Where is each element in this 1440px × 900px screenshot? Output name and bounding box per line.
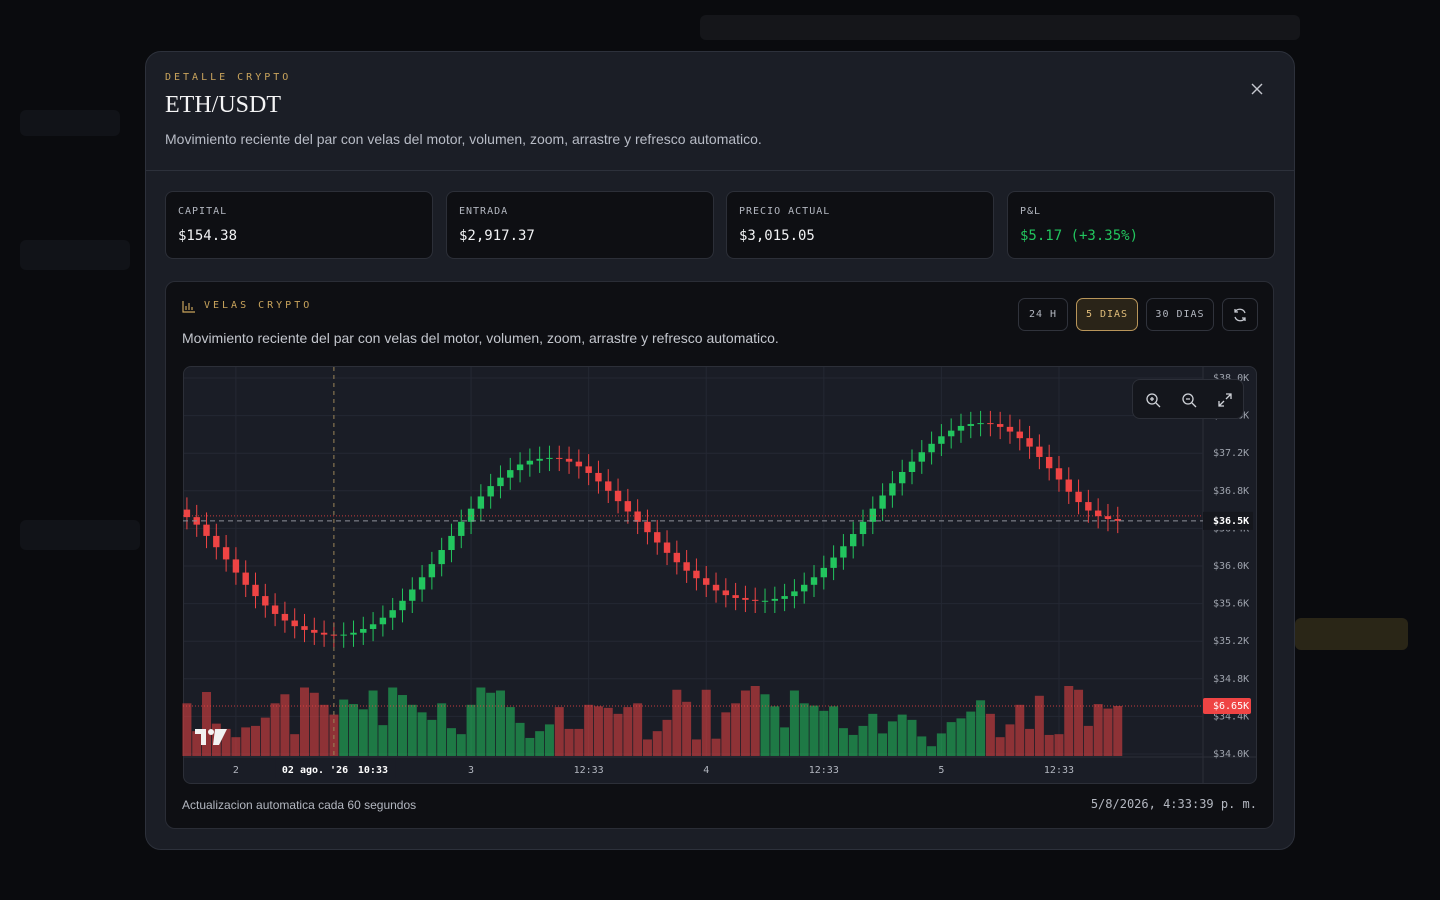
fullscreen[interactable] bbox=[1217, 392, 1233, 408]
range-button[interactable]: 5 DIAS bbox=[1076, 298, 1138, 331]
divider bbox=[145, 170, 1295, 171]
range-button[interactable]: 30 DIAS bbox=[1146, 298, 1214, 331]
zoom-in[interactable] bbox=[1145, 392, 1161, 408]
background-block bbox=[20, 240, 130, 270]
stat-card: PRECIO ACTUAL $3,015.05 bbox=[726, 191, 994, 259]
stat-value: $3,015.05 bbox=[739, 228, 815, 244]
background-block bbox=[1295, 618, 1408, 650]
modal-description: Movimiento reciente del par con velas de… bbox=[165, 131, 762, 147]
footer-note: Actualizacion automatica cada 60 segundo… bbox=[182, 798, 417, 812]
refresh-icon bbox=[1234, 308, 1246, 321]
zoom-controls bbox=[1132, 379, 1244, 419]
stat-label: P&L bbox=[1020, 206, 1042, 217]
stat-card: CAPITAL $154.38 bbox=[165, 191, 433, 259]
panel-title: VELAS CRYPTO bbox=[204, 300, 313, 311]
range-button[interactable]: 24 H bbox=[1018, 298, 1068, 331]
tradingview-logo bbox=[195, 729, 227, 745]
stat-label: CAPITAL bbox=[178, 206, 228, 217]
refresh-button[interactable] bbox=[1222, 298, 1258, 331]
updated-time: 5/8/2026, 4:33:39 p. m. bbox=[1090, 797, 1257, 811]
stat-value: $154.38 bbox=[178, 228, 238, 244]
modal-title: ETH/USDT bbox=[165, 92, 281, 118]
close-button[interactable] bbox=[1250, 82, 1264, 96]
background-block bbox=[20, 110, 120, 136]
stat-label: ENTRADA bbox=[459, 206, 509, 217]
stat-card: ENTRADA $2,917.37 bbox=[446, 191, 714, 259]
stat-card: P&L $5.17 (+3.35%) bbox=[1007, 191, 1275, 259]
chart-container bbox=[183, 366, 1257, 784]
stat-value: $5.17 (+3.35%) bbox=[1020, 228, 1139, 244]
zoom-out[interactable] bbox=[1181, 392, 1197, 408]
stat-label: PRECIO ACTUAL bbox=[739, 206, 831, 217]
background-block bbox=[700, 15, 1300, 40]
panel-description: Movimiento reciente del par con velas de… bbox=[182, 330, 779, 346]
chart-icon bbox=[182, 301, 195, 313]
background-block bbox=[20, 520, 140, 550]
eyebrow: DETALLE CRYPTO bbox=[165, 72, 292, 83]
stat-value: $2,917.37 bbox=[459, 228, 535, 244]
